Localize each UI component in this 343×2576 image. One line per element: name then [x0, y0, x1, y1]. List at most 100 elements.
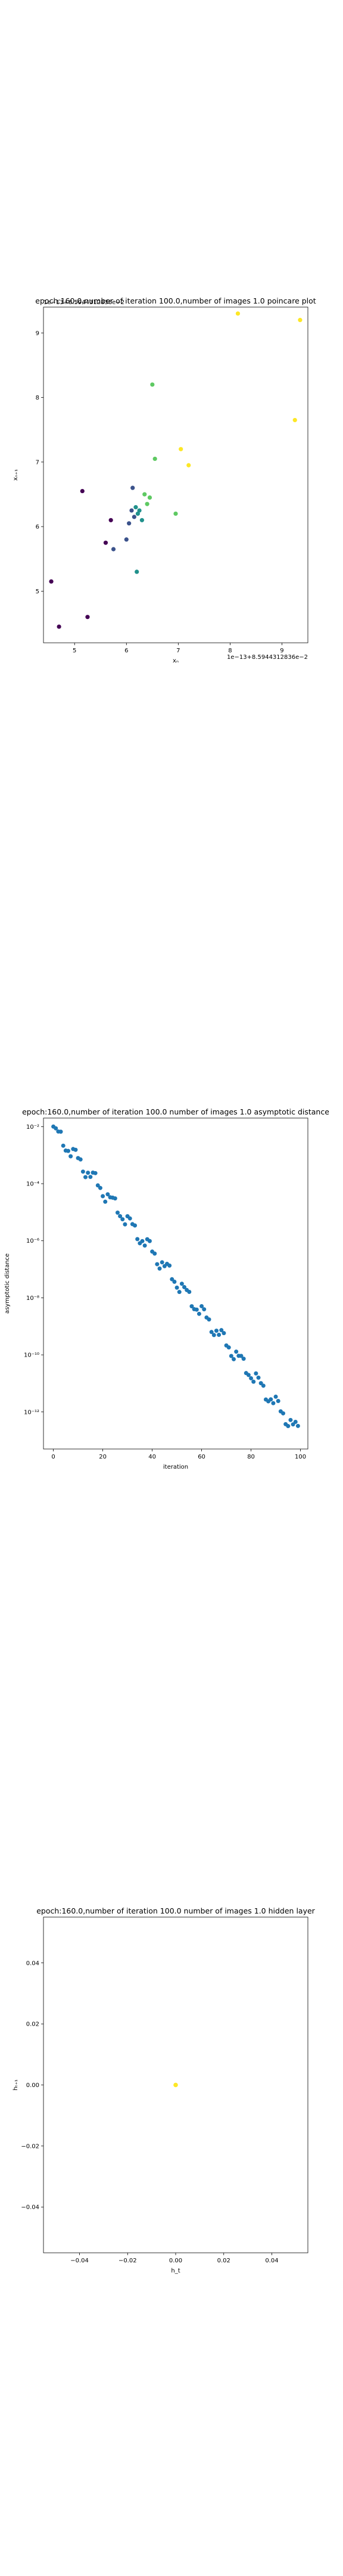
- data-point: [199, 1304, 204, 1308]
- data-point: [147, 495, 152, 500]
- data-point: [298, 318, 303, 323]
- data-point: [135, 1237, 140, 1241]
- data-point: [80, 488, 85, 494]
- data-point: [86, 1171, 91, 1175]
- x-tick-label: 6: [124, 648, 128, 654]
- y-tick-label: 0.00: [26, 2082, 39, 2089]
- data-point: [219, 1328, 224, 1333]
- data-point: [113, 1196, 117, 1201]
- data-point: [271, 1401, 276, 1405]
- data-point: [173, 2082, 178, 2088]
- data-point: [139, 518, 145, 522]
- data-point: [120, 1217, 125, 1222]
- x-tick-label: 20: [99, 1454, 107, 1460]
- data-point: [194, 1307, 199, 1312]
- data-point: [133, 505, 138, 510]
- data-point: [147, 1239, 152, 1243]
- data-point: [135, 511, 141, 516]
- data-point: [295, 1423, 300, 1428]
- y-tick-label: 10⁻⁸: [26, 1295, 39, 1302]
- data-point: [249, 1376, 254, 1380]
- y-axis-label: xₙ₊₁: [13, 469, 19, 481]
- data-point: [101, 1194, 105, 1199]
- data-point: [209, 1330, 214, 1335]
- data-point: [103, 1199, 108, 1204]
- data-point: [160, 1260, 164, 1265]
- data-point: [145, 501, 149, 506]
- data-point: [127, 1216, 132, 1221]
- data-point: [98, 1185, 102, 1190]
- data-point: [105, 1192, 110, 1197]
- y-axis-label: hₜ₊₁: [13, 2079, 19, 2091]
- data-point: [182, 1285, 187, 1290]
- x-axis-label: iteration: [163, 1464, 188, 1470]
- data-point: [189, 1304, 194, 1309]
- data-point: [293, 1419, 298, 1424]
- plot-frame: [43, 1117, 308, 1450]
- data-point: [179, 447, 183, 451]
- y-tick-label: 10⁻⁴: [26, 1181, 39, 1188]
- x-tick-label: 7: [176, 648, 180, 654]
- y-tick-label: 7: [36, 459, 39, 466]
- y-tick-label: −0.04: [21, 2205, 39, 2211]
- y-tick-label: 10⁻²: [26, 1124, 39, 1131]
- data-point: [135, 569, 139, 574]
- data-point: [273, 1394, 278, 1399]
- chart-2: epoch:160.0,number of iteration 100.0 nu…: [4, 1107, 329, 1470]
- x-tick-label: 0.04: [265, 2258, 278, 2264]
- data-point: [286, 1424, 291, 1429]
- x-tick-label: 9: [280, 648, 283, 654]
- y-tick-label: −0.02: [21, 2143, 39, 2150]
- data-point: [179, 1281, 184, 1286]
- data-point: [234, 1349, 239, 1354]
- data-point: [207, 1317, 211, 1322]
- data-point: [173, 511, 178, 516]
- x-tick-label: 0.02: [217, 2258, 230, 2264]
- x-offset-text: 1e−13+8.5944312836e−2: [227, 654, 308, 661]
- data-point: [232, 1357, 236, 1361]
- data-point: [269, 1397, 273, 1402]
- data-point: [152, 1251, 157, 1256]
- y-tick-label: 0.04: [26, 1960, 39, 1967]
- data-point: [261, 1383, 266, 1388]
- data-point: [142, 1243, 147, 1248]
- y-tick-label: 10⁻⁶: [26, 1238, 39, 1244]
- x-tick-label: 100: [295, 1454, 306, 1460]
- chart-title: epoch:160.0,number of iteration 100.0 nu…: [36, 1906, 315, 1915]
- data-point: [73, 1147, 78, 1152]
- data-point: [142, 492, 147, 497]
- x-axis-label: h_t: [171, 2268, 180, 2274]
- chart-3: epoch:160.0,number of iteration 100.0 nu…: [13, 1906, 316, 2274]
- data-point: [85, 615, 90, 620]
- data-point: [246, 1373, 251, 1377]
- data-point: [276, 1398, 280, 1403]
- x-tick-label: 60: [198, 1454, 205, 1460]
- data-point: [256, 1375, 261, 1380]
- data-point: [187, 1290, 192, 1295]
- y-tick-label: 5: [36, 589, 39, 595]
- data-point: [103, 540, 108, 545]
- data-point: [61, 1143, 66, 1148]
- data-point: [137, 508, 142, 513]
- x-tick-label: −0.02: [119, 2258, 137, 2264]
- plot-frame: [43, 306, 308, 643]
- x-tick-label: 40: [148, 1454, 156, 1460]
- data-point: [202, 1307, 207, 1312]
- data-point: [78, 1157, 83, 1162]
- data-point: [127, 521, 132, 526]
- y-tick-label: 6: [36, 524, 39, 531]
- data-point: [235, 311, 241, 316]
- data-point: [57, 624, 61, 629]
- data-point: [217, 1333, 222, 1337]
- x-tick-label: 0.00: [169, 2258, 182, 2264]
- data-point: [186, 463, 191, 467]
- data-point: [157, 1266, 162, 1271]
- data-point: [93, 1171, 98, 1175]
- data-point: [123, 1222, 127, 1227]
- data-point: [140, 1239, 145, 1243]
- data-point: [211, 1333, 216, 1337]
- y-tick-label: 10⁻¹²: [24, 1409, 39, 1416]
- y-tick-label: 0.02: [26, 2021, 39, 2028]
- data-point: [152, 456, 157, 462]
